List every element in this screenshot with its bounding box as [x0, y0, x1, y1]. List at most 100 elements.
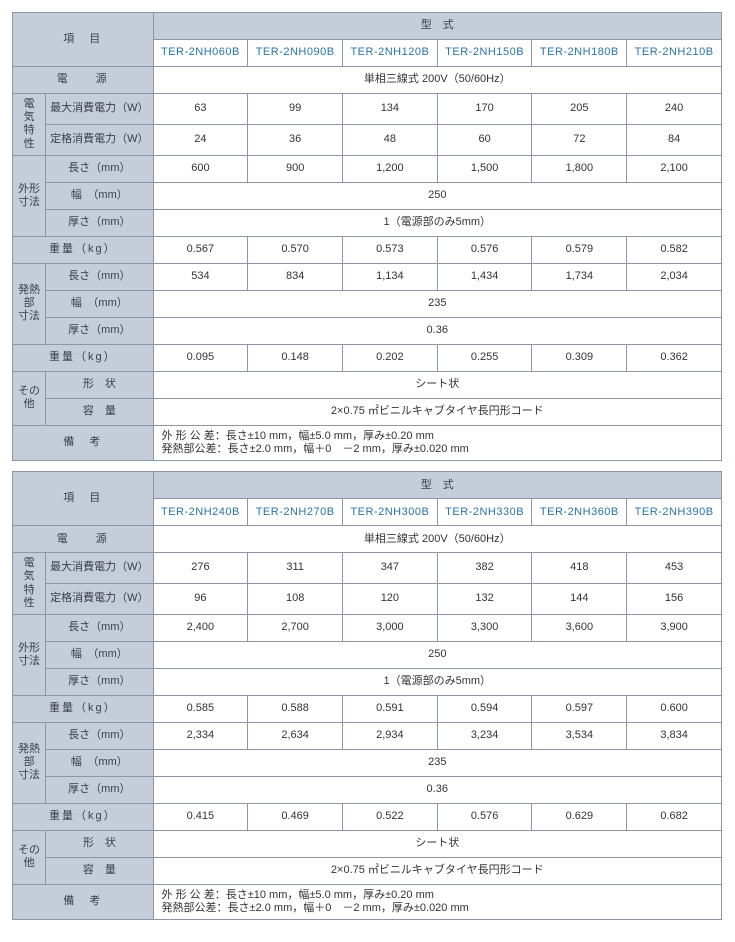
row-shape-label: 形 状 — [46, 371, 153, 398]
row-power-source-label: 電 源 — [13, 67, 154, 94]
shape-val: シート状 — [153, 830, 721, 857]
outer-length-5: 3,900 — [627, 614, 722, 641]
outer-length-0: 600 — [153, 155, 248, 182]
heat-length-4: 3,534 — [532, 722, 627, 749]
model-col-1: TER-2NH270B — [248, 499, 343, 526]
row-power-source-val: 単相三線式 200V（50/60Hz） — [153, 526, 721, 553]
heat-weight-2: 0.522 — [343, 803, 438, 830]
model-col-0: TER-2NH060B — [153, 40, 248, 67]
header-item: 項 目 — [13, 13, 154, 67]
rated-power-3: 60 — [437, 124, 532, 155]
max-power-1: 311 — [248, 553, 343, 584]
outer-length-1: 2,700 — [248, 614, 343, 641]
group-elec: 電気特性 — [13, 553, 46, 615]
outer-length-0: 2,400 — [153, 614, 248, 641]
row-power-source-label: 電 源 — [13, 526, 154, 553]
heat-weight-5: 0.362 — [627, 344, 722, 371]
rated-power-0: 24 — [153, 124, 248, 155]
outer-weight-0: 0.585 — [153, 695, 248, 722]
rated-power-1: 36 — [248, 124, 343, 155]
row-outer-weight-label: 重量（kg） — [13, 695, 154, 722]
capacity-val: 2×0.75 ㎡ビニルキャブタイヤ長円形コード — [153, 857, 721, 884]
outer-length-2: 1,200 — [343, 155, 438, 182]
heat-weight-3: 0.576 — [437, 803, 532, 830]
outer-length-5: 2,100 — [627, 155, 722, 182]
group-other: その他 — [13, 371, 46, 425]
heat-weight-1: 0.469 — [248, 803, 343, 830]
row-max-power-label: 最大消費電力（W） — [46, 94, 153, 125]
heat-length-0: 534 — [153, 263, 248, 290]
max-power-2: 134 — [343, 94, 438, 125]
spec-table: 項 目 型 式 TER-2NH060BTER-2NH090BTER-2NH120… — [12, 12, 722, 461]
model-col-2: TER-2NH120B — [343, 40, 438, 67]
max-power-5: 240 — [627, 94, 722, 125]
model-col-3: TER-2NH150B — [437, 40, 532, 67]
heat-weight-4: 0.629 — [532, 803, 627, 830]
max-power-4: 205 — [532, 94, 627, 125]
model-col-2: TER-2NH300B — [343, 499, 438, 526]
max-power-2: 347 — [343, 553, 438, 584]
outer-weight-5: 0.600 — [627, 695, 722, 722]
heat-length-0: 2,334 — [153, 722, 248, 749]
row-outer-width-label: 幅 （mm） — [46, 182, 153, 209]
outer-length-3: 3,300 — [437, 614, 532, 641]
row-capacity-label: 容 量 — [46, 398, 153, 425]
rated-power-0: 96 — [153, 584, 248, 615]
outer-thickness-val: 1（電源部のみ5mm） — [153, 209, 721, 236]
row-rated-power-label: 定格消費電力（W） — [46, 124, 153, 155]
row-remarks-label: 備 考 — [13, 425, 154, 460]
header-model-label: 型 式 — [153, 13, 721, 40]
group-other: その他 — [13, 830, 46, 884]
spec-table: 項 目 型 式 TER-2NH240BTER-2NH270BTER-2NH300… — [12, 471, 722, 920]
rated-power-2: 120 — [343, 584, 438, 615]
heat-length-1: 2,634 — [248, 722, 343, 749]
heat-weight-5: 0.682 — [627, 803, 722, 830]
group-outer: 外形寸法 — [13, 614, 46, 695]
model-col-4: TER-2NH360B — [532, 499, 627, 526]
heat-weight-4: 0.309 — [532, 344, 627, 371]
outer-weight-0: 0.567 — [153, 236, 248, 263]
heat-length-2: 1,134 — [343, 263, 438, 290]
row-outer-length-label: 長さ（mm） — [46, 155, 153, 182]
max-power-1: 99 — [248, 94, 343, 125]
rated-power-3: 132 — [437, 584, 532, 615]
heat-weight-0: 0.415 — [153, 803, 248, 830]
max-power-4: 418 — [532, 553, 627, 584]
row-outer-weight-label: 重量（kg） — [13, 236, 154, 263]
heat-weight-3: 0.255 — [437, 344, 532, 371]
outer-length-2: 3,000 — [343, 614, 438, 641]
model-col-5: TER-2NH210B — [627, 40, 722, 67]
remarks-val: 外 形 公 差：長さ±10 mm，幅±5.0 mm，厚み±0.20 mm発熱部公… — [153, 425, 721, 460]
heat-weight-1: 0.148 — [248, 344, 343, 371]
row-power-source-val: 単相三線式 200V（50/60Hz） — [153, 67, 721, 94]
row-heat-length-label: 長さ（mm） — [46, 722, 153, 749]
heat-length-2: 2,934 — [343, 722, 438, 749]
outer-length-1: 900 — [248, 155, 343, 182]
row-outer-length-label: 長さ（mm） — [46, 614, 153, 641]
outer-weight-2: 0.573 — [343, 236, 438, 263]
max-power-3: 382 — [437, 553, 532, 584]
heat-thickness-val: 0.36 — [153, 776, 721, 803]
heat-length-3: 1,434 — [437, 263, 532, 290]
rated-power-2: 48 — [343, 124, 438, 155]
remarks-val: 外 形 公 差：長さ±10 mm，幅±5.0 mm，厚み±0.20 mm発熱部公… — [153, 884, 721, 919]
model-col-1: TER-2NH090B — [248, 40, 343, 67]
heat-length-5: 3,834 — [627, 722, 722, 749]
model-col-5: TER-2NH390B — [627, 499, 722, 526]
row-heat-width-label: 幅 （mm） — [46, 290, 153, 317]
model-col-4: TER-2NH180B — [532, 40, 627, 67]
outer-weight-1: 0.570 — [248, 236, 343, 263]
row-remarks-label: 備 考 — [13, 884, 154, 919]
row-heat-weight-label: 重量（kg） — [13, 344, 154, 371]
outer-weight-3: 0.594 — [437, 695, 532, 722]
row-heat-length-label: 長さ（mm） — [46, 263, 153, 290]
row-outer-width-label: 幅 （mm） — [46, 641, 153, 668]
row-heat-thickness-label: 厚さ（mm） — [46, 776, 153, 803]
heat-weight-2: 0.202 — [343, 344, 438, 371]
rated-power-4: 144 — [532, 584, 627, 615]
spec-tables-root: 項 目 型 式 TER-2NH060BTER-2NH090BTER-2NH120… — [12, 12, 723, 920]
rated-power-5: 84 — [627, 124, 722, 155]
row-heat-thickness-label: 厚さ（mm） — [46, 317, 153, 344]
heat-length-4: 1,734 — [532, 263, 627, 290]
heat-weight-0: 0.095 — [153, 344, 248, 371]
